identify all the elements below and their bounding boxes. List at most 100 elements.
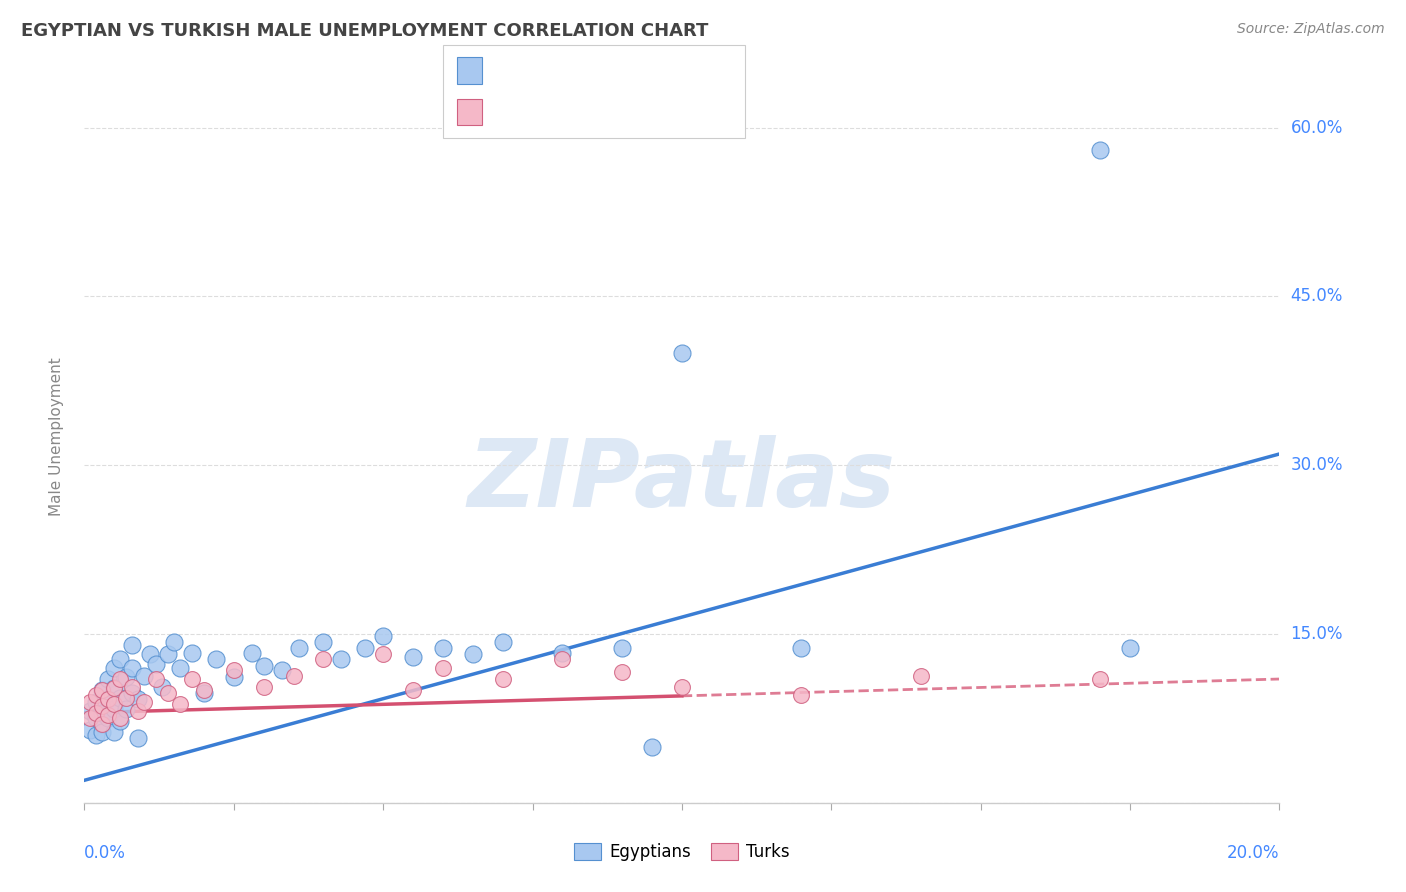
Point [373,629,395,643]
Point [91,683,114,698]
Point [97,711,120,725]
Text: 0.0%: 0.0% [84,845,127,863]
Point [115,702,138,716]
Point [157,685,180,699]
Point [91,699,114,714]
Point [103,697,125,711]
Point [402,683,425,698]
Point [288,640,311,655]
Text: 15.0%: 15.0% [1291,625,1343,643]
Point [193,685,215,699]
Point [110,672,132,686]
Text: ZIPatlas: ZIPatlas [468,435,896,527]
Point [121,661,143,675]
Point [115,691,138,706]
Point [432,640,454,655]
Point [312,652,335,666]
Point [132,694,156,708]
Point [205,652,228,666]
Point [169,697,191,711]
Point [354,640,377,655]
Point [79,711,101,725]
Text: N = 36: N = 36 [616,103,673,121]
Y-axis label: Male Unemployment: Male Unemployment [49,358,63,516]
Point [91,717,114,731]
Text: R = 0.273: R = 0.273 [494,103,576,121]
Legend: Egyptians, Turks: Egyptians, Turks [568,836,796,868]
Point [86,711,108,725]
Point [86,706,108,720]
Point [103,681,125,695]
Text: EGYPTIAN VS TURKISH MALE UNEMPLOYMENT CORRELATION CHART: EGYPTIAN VS TURKISH MALE UNEMPLOYMENT CO… [21,22,709,40]
Point [1119,640,1142,655]
Point [790,640,813,655]
Point [103,702,125,716]
Point [150,680,173,694]
Point [169,661,191,675]
Point [612,665,634,680]
Point [110,652,132,666]
Point [97,672,120,686]
Point [461,647,484,661]
Point [79,694,101,708]
Point [641,739,664,754]
Point [127,692,149,706]
Point [145,657,167,672]
Point [103,725,125,739]
Point [163,635,186,649]
Point [312,635,335,649]
Point [121,680,143,694]
Point [110,691,132,706]
Text: 45.0%: 45.0% [1291,287,1343,305]
Point [91,683,114,698]
Point [121,685,143,699]
Point [790,688,813,702]
Point [91,725,114,739]
Point [91,706,114,720]
Point [222,663,245,677]
Text: N = 56: N = 56 [616,62,673,79]
Point [671,680,693,694]
Point [1090,143,1112,157]
Point [492,672,515,686]
Point [139,647,162,661]
Point [253,680,276,694]
Point [193,683,215,698]
Point [551,652,574,666]
Point [671,345,693,359]
Text: R = 0.663: R = 0.663 [494,62,576,79]
Point [121,638,143,652]
Point [910,668,932,682]
Point [127,731,149,745]
Point [110,711,132,725]
Point [132,668,156,682]
Point [97,708,120,723]
Point [253,658,276,673]
Point [97,692,120,706]
Point [127,704,149,718]
Text: Source: ZipAtlas.com: Source: ZipAtlas.com [1237,22,1385,37]
Point [79,723,101,737]
Text: 30.0%: 30.0% [1291,456,1343,475]
Point [86,688,108,702]
Point [79,704,101,718]
Point [91,717,114,731]
Point [103,681,125,695]
Point [157,647,180,661]
Point [283,668,305,682]
Point [222,670,245,684]
Point [86,694,108,708]
Point [86,728,108,742]
Point [432,661,454,675]
Point [1090,672,1112,686]
Point [492,635,515,649]
Point [181,646,204,660]
Point [240,646,263,660]
Point [145,672,167,686]
Text: 60.0%: 60.0% [1291,119,1343,136]
Point [330,652,353,666]
Point [551,646,574,660]
Point [97,692,120,706]
Point [103,661,125,675]
Point [612,640,634,655]
